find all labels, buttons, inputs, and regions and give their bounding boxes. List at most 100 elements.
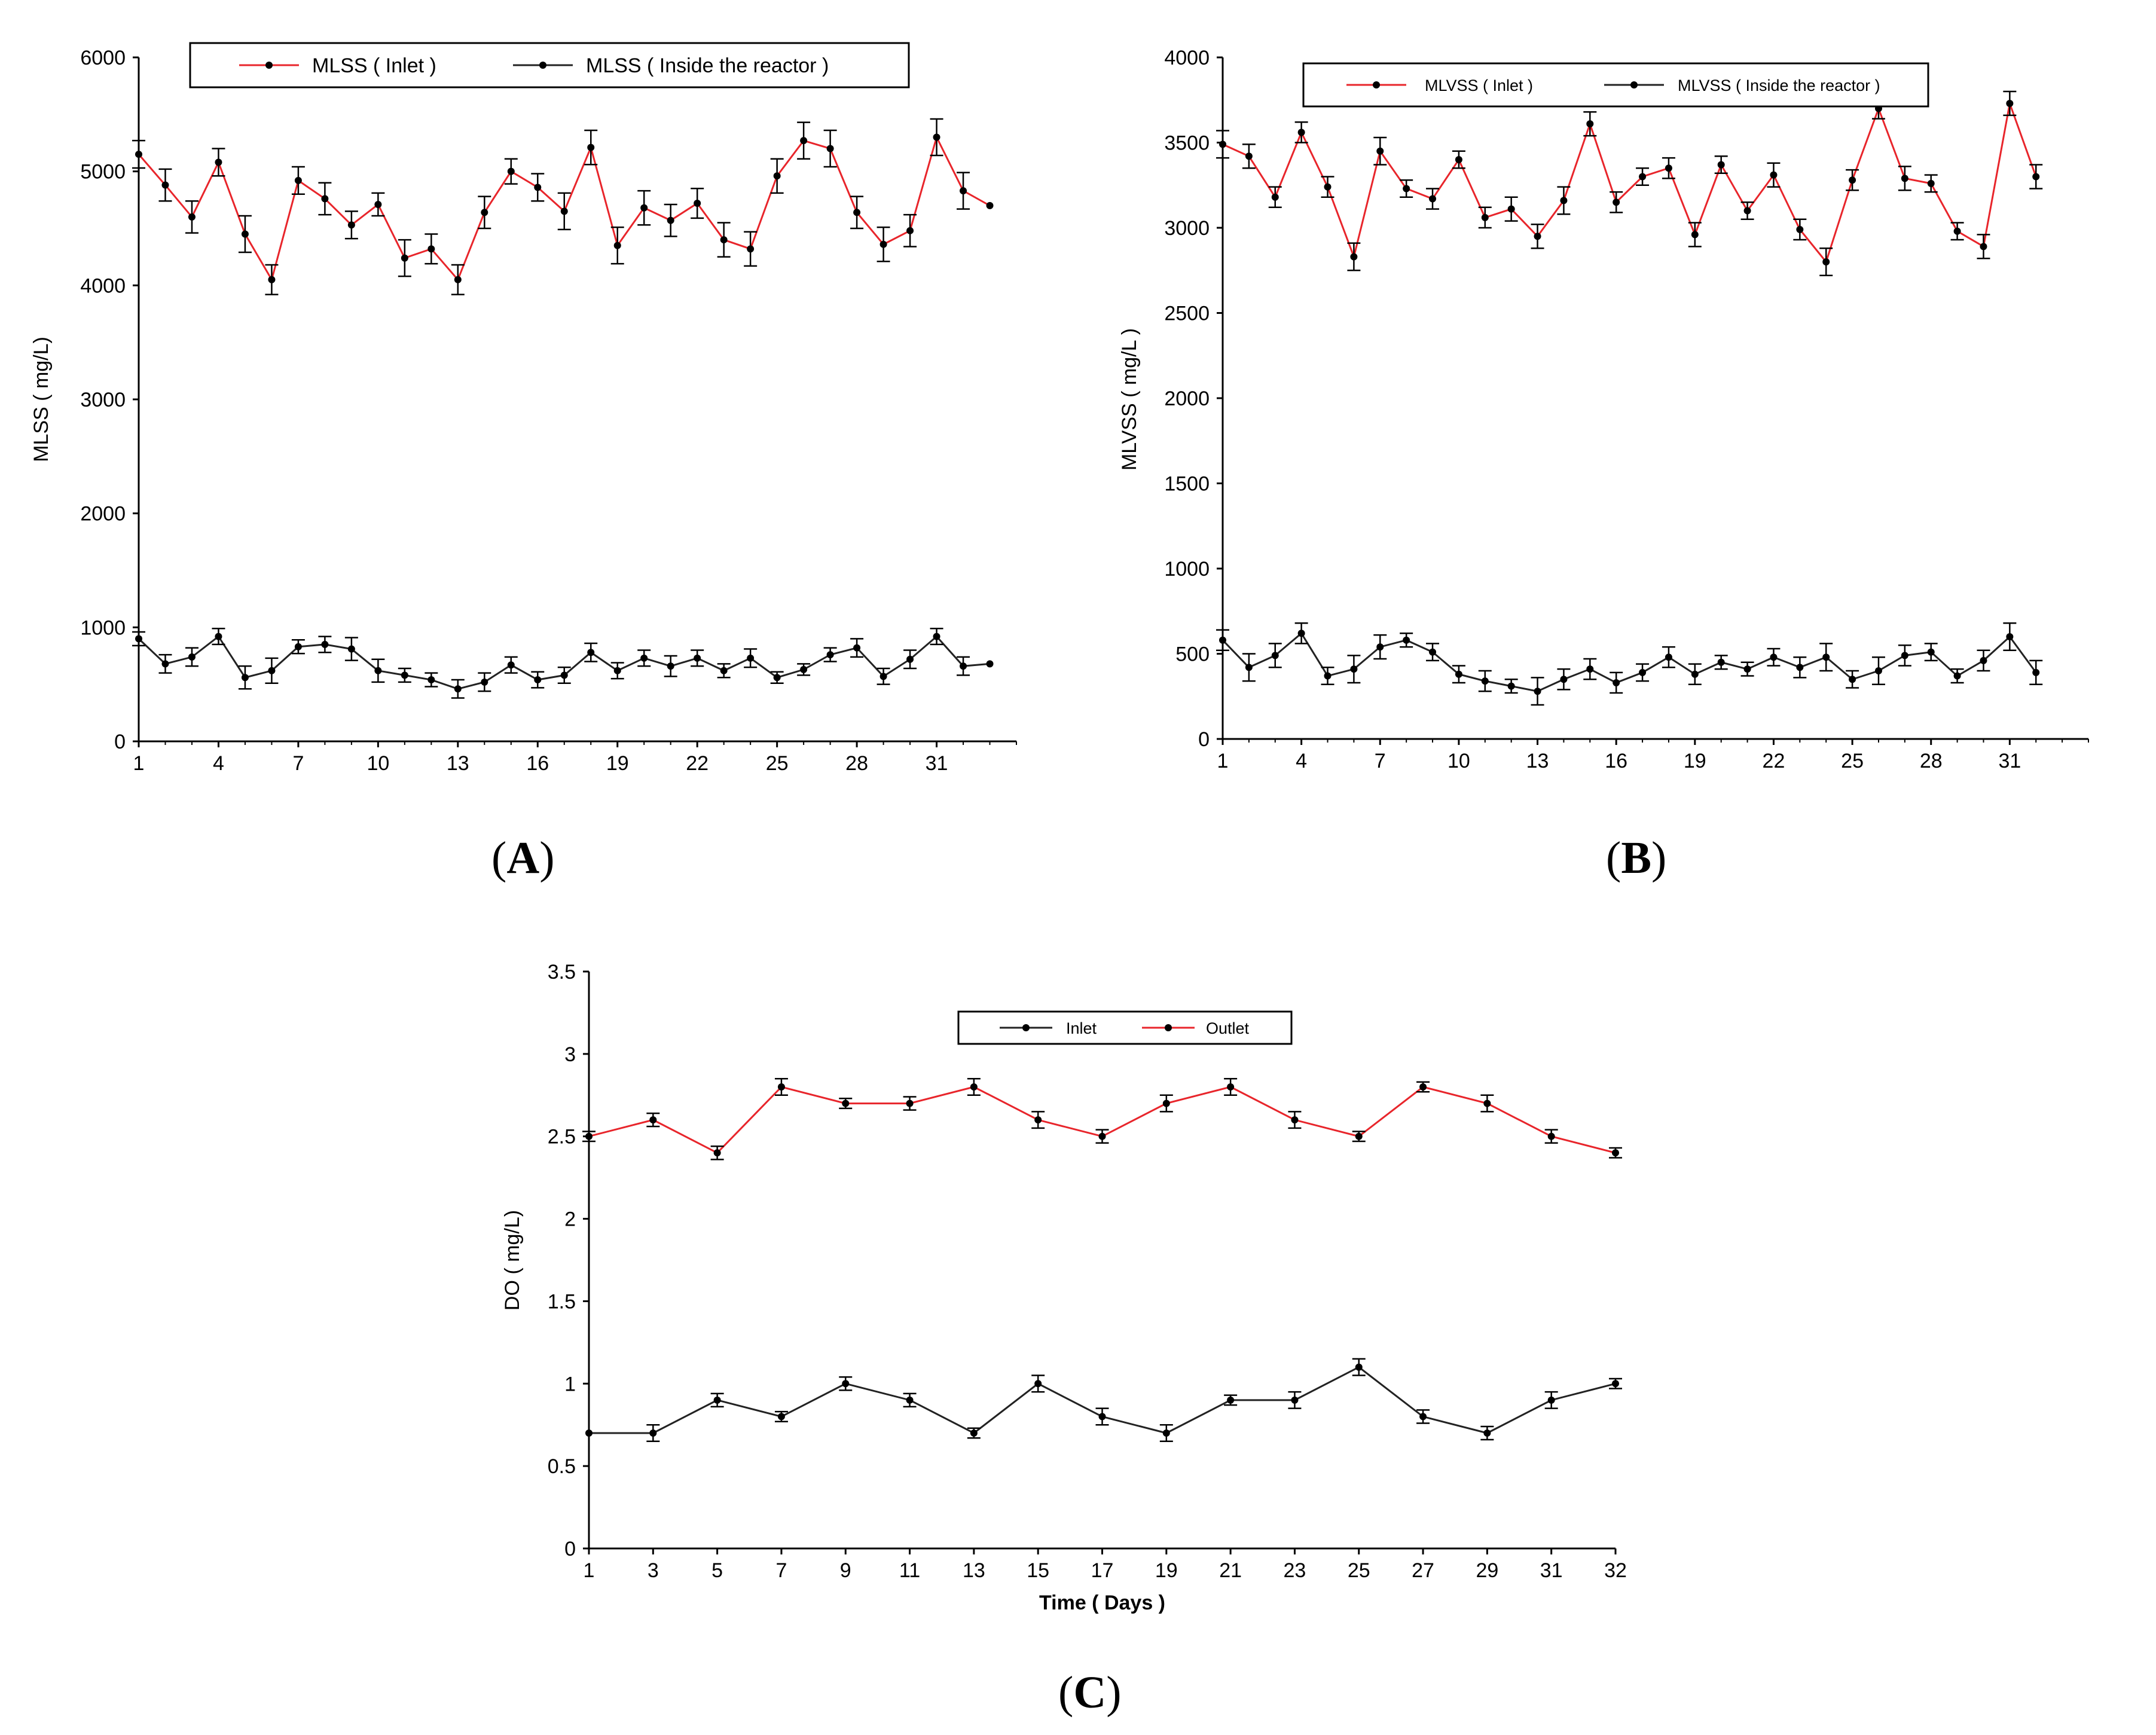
x-tick-label-b: 10	[1447, 750, 1470, 772]
data-point-a	[986, 660, 994, 668]
plot-area-a: 0 1000 2000 3000 4000 5000 6000 1 4 7 10 13 16 19 22 25…	[30, 47, 1017, 775]
data-point-b	[1980, 656, 1987, 664]
data-point-a	[587, 143, 595, 151]
x-tick-label-a: 1	[133, 752, 145, 775]
data-point-a	[241, 230, 249, 238]
data-point-a	[215, 633, 222, 640]
data-point-b	[1271, 193, 1279, 201]
data-point-b	[1953, 227, 1961, 235]
data-point-b	[1639, 668, 1647, 676]
data-point-a	[427, 676, 435, 684]
y-axis-title-c: DO ( mg/L)	[501, 1210, 524, 1311]
y-tick-label-c: 1.5	[548, 1290, 576, 1313]
data-point-b	[1219, 636, 1226, 644]
data-point-a	[161, 660, 169, 668]
data-point-c	[713, 1149, 721, 1157]
data-point-a	[800, 665, 808, 673]
x-tick-label-b: 19	[1684, 750, 1706, 772]
x-tick-label-c: 32	[1604, 1559, 1627, 1582]
data-point-b	[1376, 147, 1384, 155]
data-point-a	[800, 137, 808, 145]
panel-label-b-text: B	[1621, 833, 1652, 883]
data-point-a	[374, 667, 382, 674]
data-point-b	[2032, 173, 2040, 181]
y-tick-label-a: 3000	[80, 389, 126, 411]
x-tick-label-c: 27	[1412, 1559, 1434, 1582]
data-point-a	[879, 240, 887, 248]
x-tick-label-c: 9	[840, 1559, 851, 1582]
data-point-a	[667, 216, 674, 224]
data-point-c	[1419, 1083, 1427, 1091]
data-point-b	[2006, 99, 2014, 107]
data-point-c	[649, 1116, 657, 1124]
data-point-b	[1350, 253, 1358, 261]
data-point-a	[161, 181, 169, 189]
data-point-b	[1691, 670, 1699, 678]
data-point-c	[585, 1429, 593, 1437]
data-point-b	[1901, 652, 1908, 659]
series-b-1	[1216, 622, 2043, 706]
data-point-c	[1098, 1413, 1106, 1421]
chart-mlvss: 0 500 1000 1500 2000 2500 3000 3500 4000 1 4 7 10 13 1…	[1118, 47, 2089, 772]
data-point-c	[713, 1396, 721, 1404]
data-point-c	[1034, 1380, 1042, 1388]
data-point-a	[613, 242, 621, 249]
data-point-b	[1743, 207, 1751, 215]
data-point-b	[1429, 648, 1437, 656]
x-tick-label-b: 25	[1841, 750, 1864, 772]
data-point-a	[454, 685, 462, 693]
y-tick-label-b: 0	[1198, 728, 1210, 751]
x-tick-label-b: 13	[1526, 750, 1549, 772]
data-point-c	[1419, 1413, 1427, 1421]
x-tick-label-b: 7	[1375, 750, 1386, 772]
data-point-a	[694, 200, 701, 207]
y-tick-label-a: 5000	[80, 161, 126, 184]
data-point-b	[1481, 213, 1489, 221]
data-point-a	[960, 187, 967, 195]
data-point-c	[970, 1083, 978, 1091]
legend-label-c-0: Inlet	[1066, 1019, 1097, 1037]
y-tick-label-c: 2	[564, 1208, 576, 1231]
data-point-b	[2006, 633, 2014, 640]
data-point-c	[970, 1429, 978, 1437]
data-point-c	[1162, 1429, 1170, 1437]
series-line-b-1	[1221, 632, 2037, 692]
x-tick-label-c: 15	[1027, 1559, 1049, 1582]
data-point-a	[241, 674, 249, 682]
chart-do: 00.511.522.533.51 3 5 7 9 11 13 15 17 19 21 23 25 27 2…	[501, 961, 1627, 1614]
x-tick-label-c: 3	[648, 1559, 659, 1582]
x-tick-label-a: 7	[292, 752, 304, 775]
x-tick-label-b: 31	[1998, 750, 2021, 772]
y-tick-label-c: 3.5	[548, 961, 576, 983]
series-a-1	[132, 627, 994, 699]
legend-a: MLSS ( Inlet ) MLSS ( Inside the reactor …	[189, 42, 910, 88]
data-point-c	[842, 1099, 850, 1107]
x-tick-label-c: 7	[775, 1559, 787, 1582]
data-point-a	[986, 201, 994, 209]
x-tick-label-c: 21	[1219, 1559, 1242, 1582]
x-tick-label-c: 19	[1155, 1559, 1178, 1582]
y-tick-label-c: 2.5	[548, 1126, 576, 1148]
x-tick-label-b: 22	[1763, 750, 1785, 772]
data-point-a	[560, 671, 568, 679]
legend-label-c-1: Outlet	[1206, 1019, 1250, 1037]
y-tick-label-a: 1000	[80, 616, 126, 639]
data-point-b	[1245, 152, 1253, 160]
data-point-a	[321, 640, 329, 648]
data-point-b	[1324, 672, 1332, 680]
data-point-a	[374, 200, 382, 208]
data-point-b	[1613, 679, 1620, 686]
data-point-a	[321, 195, 329, 203]
series-line-b-0	[1222, 100, 2037, 264]
data-point-a	[401, 671, 408, 679]
data-point-b	[1980, 243, 1987, 251]
data-point-a	[853, 209, 861, 216]
data-point-b	[1271, 652, 1279, 659]
legend-marker-b-0	[1373, 81, 1380, 88]
data-point-c	[1291, 1396, 1299, 1404]
y-tick-label-c: 3	[564, 1043, 576, 1066]
data-point-c	[1034, 1116, 1042, 1124]
data-point-b	[1849, 176, 1856, 184]
data-point-a	[720, 236, 728, 244]
